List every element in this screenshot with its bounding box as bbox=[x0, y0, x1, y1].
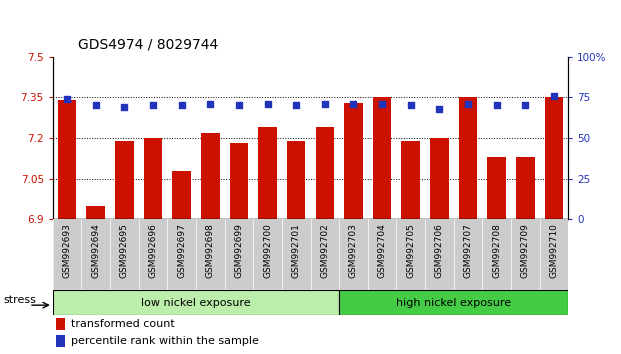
Text: GSM992694: GSM992694 bbox=[91, 223, 100, 278]
Point bbox=[320, 101, 330, 107]
Text: GSM992696: GSM992696 bbox=[148, 223, 158, 278]
Point bbox=[291, 103, 301, 108]
Point bbox=[177, 103, 187, 108]
Point bbox=[148, 103, 158, 108]
Point bbox=[91, 103, 101, 108]
Bar bbox=[459, 97, 478, 219]
Bar bbox=[258, 127, 277, 219]
Bar bbox=[86, 206, 105, 219]
Bar bbox=[344, 103, 363, 219]
Text: GSM992700: GSM992700 bbox=[263, 223, 272, 278]
Text: GSM992697: GSM992697 bbox=[177, 223, 186, 278]
Point bbox=[435, 106, 445, 112]
Text: GSM992705: GSM992705 bbox=[406, 223, 415, 278]
Bar bbox=[143, 138, 162, 219]
Bar bbox=[315, 127, 334, 219]
Bar bbox=[56, 335, 65, 347]
Text: high nickel exposure: high nickel exposure bbox=[396, 298, 511, 308]
Text: percentile rank within the sample: percentile rank within the sample bbox=[71, 336, 259, 346]
Point bbox=[206, 101, 215, 107]
Point bbox=[348, 101, 358, 107]
Bar bbox=[173, 171, 191, 219]
Bar bbox=[487, 157, 506, 219]
Text: GSM992693: GSM992693 bbox=[63, 223, 71, 278]
Point bbox=[520, 103, 530, 108]
Bar bbox=[430, 138, 448, 219]
Text: GSM992707: GSM992707 bbox=[463, 223, 473, 278]
Text: stress: stress bbox=[3, 295, 36, 305]
Text: GSM992702: GSM992702 bbox=[320, 223, 329, 278]
Text: GSM992701: GSM992701 bbox=[292, 223, 301, 278]
Bar bbox=[339, 290, 568, 315]
Text: GSM992695: GSM992695 bbox=[120, 223, 129, 278]
Point bbox=[463, 101, 473, 107]
Text: GSM992708: GSM992708 bbox=[492, 223, 501, 278]
Bar bbox=[56, 318, 65, 330]
Text: transformed count: transformed count bbox=[71, 319, 175, 329]
Point bbox=[549, 93, 559, 98]
Text: GSM992710: GSM992710 bbox=[550, 223, 558, 278]
Bar bbox=[58, 100, 76, 219]
Text: GSM992698: GSM992698 bbox=[206, 223, 215, 278]
Point bbox=[263, 101, 273, 107]
Point bbox=[119, 104, 129, 110]
Point bbox=[406, 103, 415, 108]
Text: GSM992699: GSM992699 bbox=[234, 223, 243, 278]
Text: GDS4974 / 8029744: GDS4974 / 8029744 bbox=[78, 37, 218, 51]
Bar bbox=[373, 97, 391, 219]
Bar bbox=[230, 143, 248, 219]
Text: GSM992709: GSM992709 bbox=[521, 223, 530, 278]
Bar bbox=[53, 290, 339, 315]
Bar bbox=[287, 141, 306, 219]
Bar bbox=[201, 133, 220, 219]
Text: GSM992703: GSM992703 bbox=[349, 223, 358, 278]
Bar bbox=[401, 141, 420, 219]
Text: GSM992704: GSM992704 bbox=[378, 223, 387, 278]
Text: GSM992706: GSM992706 bbox=[435, 223, 444, 278]
Bar bbox=[545, 97, 563, 219]
Point bbox=[377, 101, 387, 107]
Point bbox=[234, 103, 244, 108]
Text: low nickel exposure: low nickel exposure bbox=[141, 298, 251, 308]
Point bbox=[62, 96, 72, 102]
Bar bbox=[516, 157, 535, 219]
Bar bbox=[115, 141, 134, 219]
Point bbox=[492, 103, 502, 108]
